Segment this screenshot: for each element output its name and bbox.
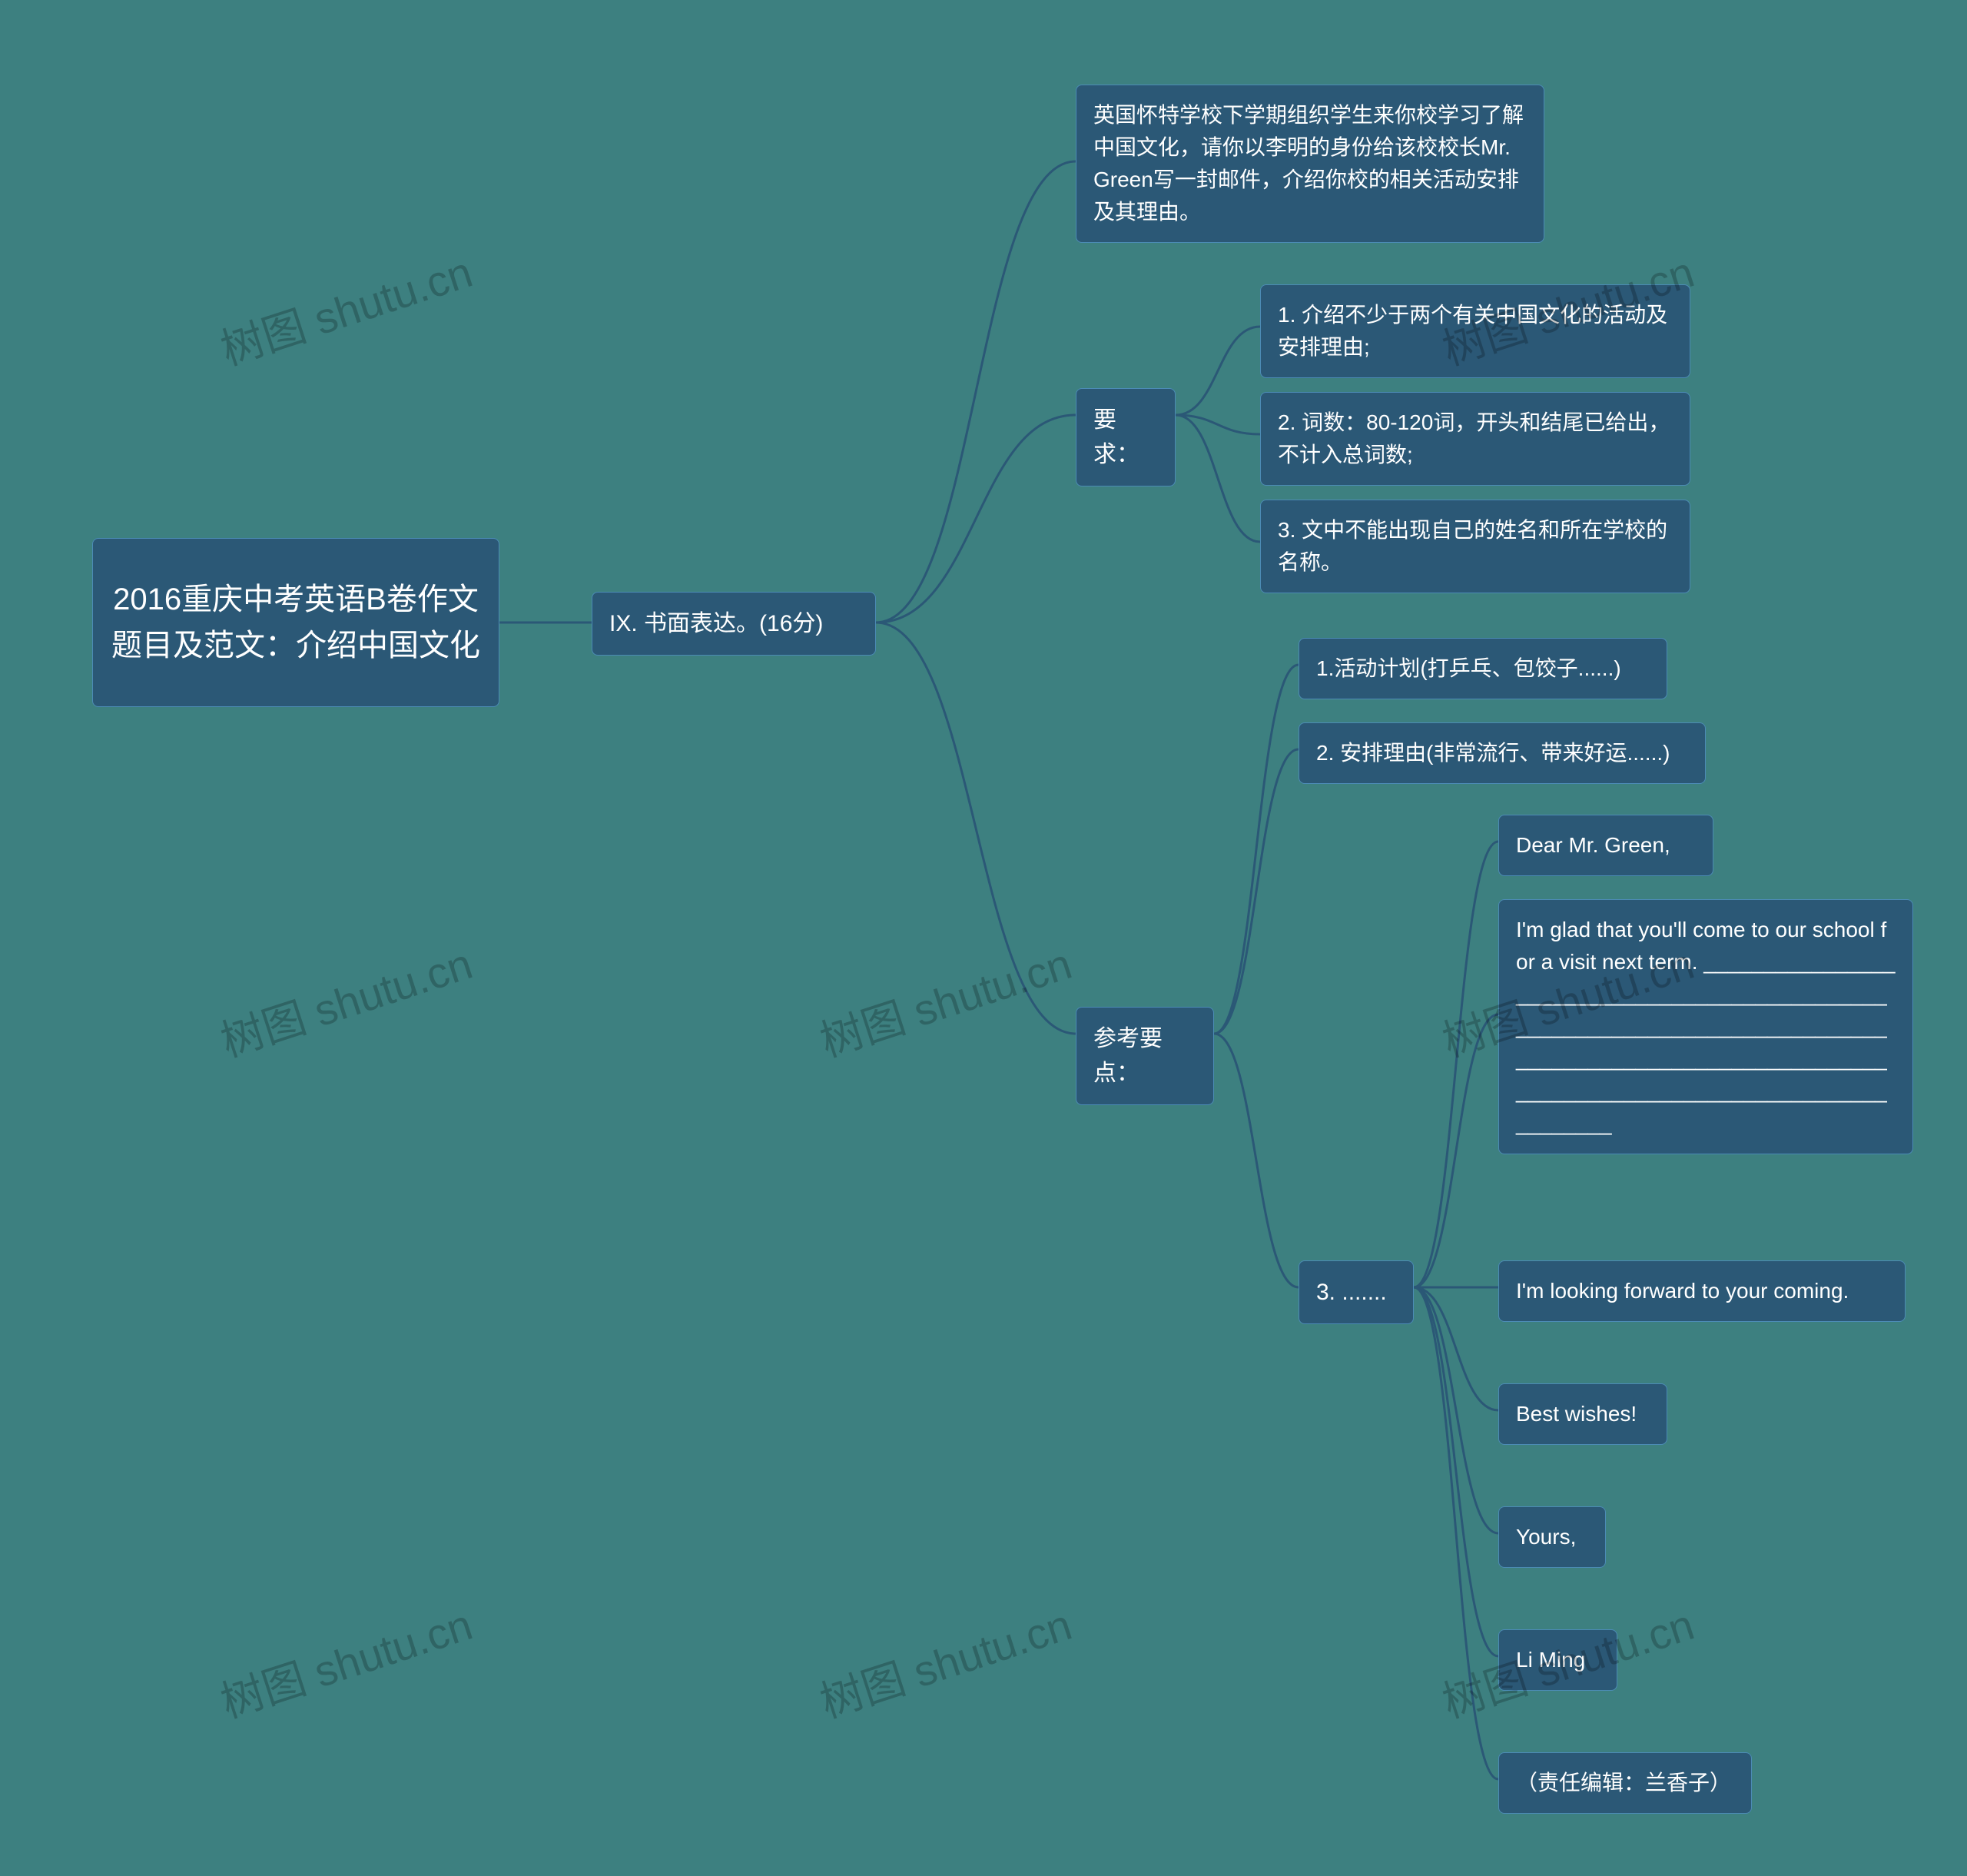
node-label: 1. 介绍不少于两个有关中国文化的活动及安排理由; [1278, 299, 1673, 364]
watermark: 树图 shutu.cn [212, 238, 479, 378]
node-best-wishes[interactable]: Best wishes! [1498, 1383, 1667, 1445]
node-root-label: 2016重庆中考英语B卷作文题目及范文：介绍中国文化 [110, 576, 482, 669]
node-requirements[interactable]: 要求： [1076, 388, 1176, 486]
node-yours[interactable]: Yours, [1498, 1506, 1606, 1568]
watermark: 树图 shutu.cn [212, 930, 479, 1070]
watermark: 树图 shutu.cn [212, 1591, 479, 1731]
node-label: 英国怀特学校下学期组织学生来你校学习了解中国文化，请你以李明的身份给该校校长Mr… [1093, 99, 1527, 228]
node-label: Yours, [1516, 1521, 1576, 1553]
node-three[interactable]: 3. ....... [1299, 1260, 1414, 1324]
node-label: Best wishes! [1516, 1398, 1637, 1430]
node-intro[interactable]: 英国怀特学校下学期组织学生来你校学习了解中国文化，请你以李明的身份给该校校长Mr… [1076, 85, 1544, 243]
node-label: 要求： [1093, 403, 1158, 472]
node-glad[interactable]: I'm glad that you'll come to our school … [1498, 899, 1913, 1154]
node-label: I'm looking forward to your coming. [1516, 1275, 1849, 1307]
node-label: 3. ....... [1316, 1275, 1387, 1310]
node-ref-2[interactable]: 2. 安排理由(非常流行、带来好运......) [1299, 722, 1706, 784]
node-req-1[interactable]: 1. 介绍不少于两个有关中国文化的活动及安排理由; [1260, 284, 1690, 378]
node-label: 3. 文中不能出现自己的姓名和所在学校的名称。 [1278, 514, 1673, 579]
node-dear[interactable]: Dear Mr. Green, [1498, 815, 1713, 876]
node-label: 1.活动计划(打乒乓、包饺子......) [1316, 652, 1621, 685]
node-label: （责任编辑：兰香子） [1516, 1767, 1731, 1799]
node-label: Li Ming [1516, 1644, 1585, 1676]
node-section-ix[interactable]: IX. 书面表达。(16分) [592, 592, 876, 656]
node-label: 参考要点： [1093, 1021, 1196, 1091]
node-label: 2. 词数：80-120词，开头和结尾已给出，不计入总词数; [1278, 407, 1673, 471]
node-label: I'm glad that you'll come to our school … [1516, 914, 1896, 1140]
node-req-2[interactable]: 2. 词数：80-120词，开头和结尾已给出，不计入总词数; [1260, 392, 1690, 486]
mindmap-canvas: 树图 shutu.cn 树图 shutu.cn 树图 shutu.cn 树图 s… [0, 0, 1967, 1876]
node-reference-points[interactable]: 参考要点： [1076, 1007, 1214, 1105]
node-root[interactable]: 2016重庆中考英语B卷作文题目及范文：介绍中国文化 [92, 538, 499, 707]
node-liming[interactable]: Li Ming [1498, 1629, 1617, 1691]
watermark: 树图 shutu.cn [811, 930, 1079, 1070]
node-ref-1[interactable]: 1.活动计划(打乒乓、包饺子......) [1299, 638, 1667, 699]
node-label: 2. 安排理由(非常流行、带来好运......) [1316, 737, 1670, 769]
node-req-3[interactable]: 3. 文中不能出现自己的姓名和所在学校的名称。 [1260, 500, 1690, 593]
node-looking-forward[interactable]: I'm looking forward to your coming. [1498, 1260, 1906, 1322]
node-editor[interactable]: （责任编辑：兰香子） [1498, 1752, 1752, 1814]
node-label: IX. 书面表达。(16分) [609, 606, 823, 641]
watermark: 树图 shutu.cn [811, 1591, 1079, 1731]
node-label: Dear Mr. Green, [1516, 829, 1670, 862]
